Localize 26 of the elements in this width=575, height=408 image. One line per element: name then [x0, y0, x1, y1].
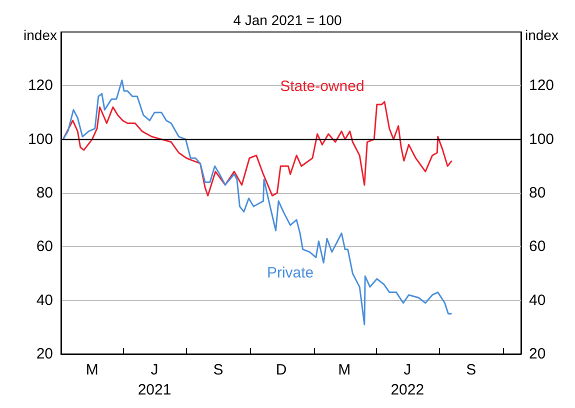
series-label: State-owned [280, 78, 364, 96]
y-tick-label: 100 [28, 130, 53, 148]
y2-tick-label: 40 [529, 292, 546, 309]
x-tick-label: J 2022 [390, 362, 424, 398]
y-axis-title: index [24, 27, 57, 43]
x-tick-label: S [213, 362, 224, 378]
x-tick-label: S [466, 362, 476, 378]
chart-title: 4 Jan 2021 = 100 [233, 12, 342, 28]
x-tick-label: J 2021 [138, 362, 172, 398]
x-tick-label: M [86, 362, 98, 378]
y2-tick-label: 100 [529, 130, 554, 148]
y2-axis-title: index [525, 27, 558, 43]
y-tick-label: 60 [36, 238, 53, 256]
y2-tick-label: 120 [529, 77, 554, 94]
y2-tick-label: 80 [529, 184, 546, 202]
line-series [62, 80, 452, 326]
line-series [62, 101, 452, 196]
y-tick-label: 120 [28, 77, 53, 94]
y2-tick-label: 20 [529, 346, 546, 362]
series-label: Private [266, 264, 314, 282]
y2-tick-label: 60 [529, 238, 546, 256]
x-tick-label: M [338, 362, 351, 378]
y-tick-label: 40 [36, 292, 53, 309]
y-tick-label: 80 [36, 184, 53, 202]
x-tick-label: D [276, 362, 287, 378]
y-tick-label: 20 [36, 346, 53, 362]
